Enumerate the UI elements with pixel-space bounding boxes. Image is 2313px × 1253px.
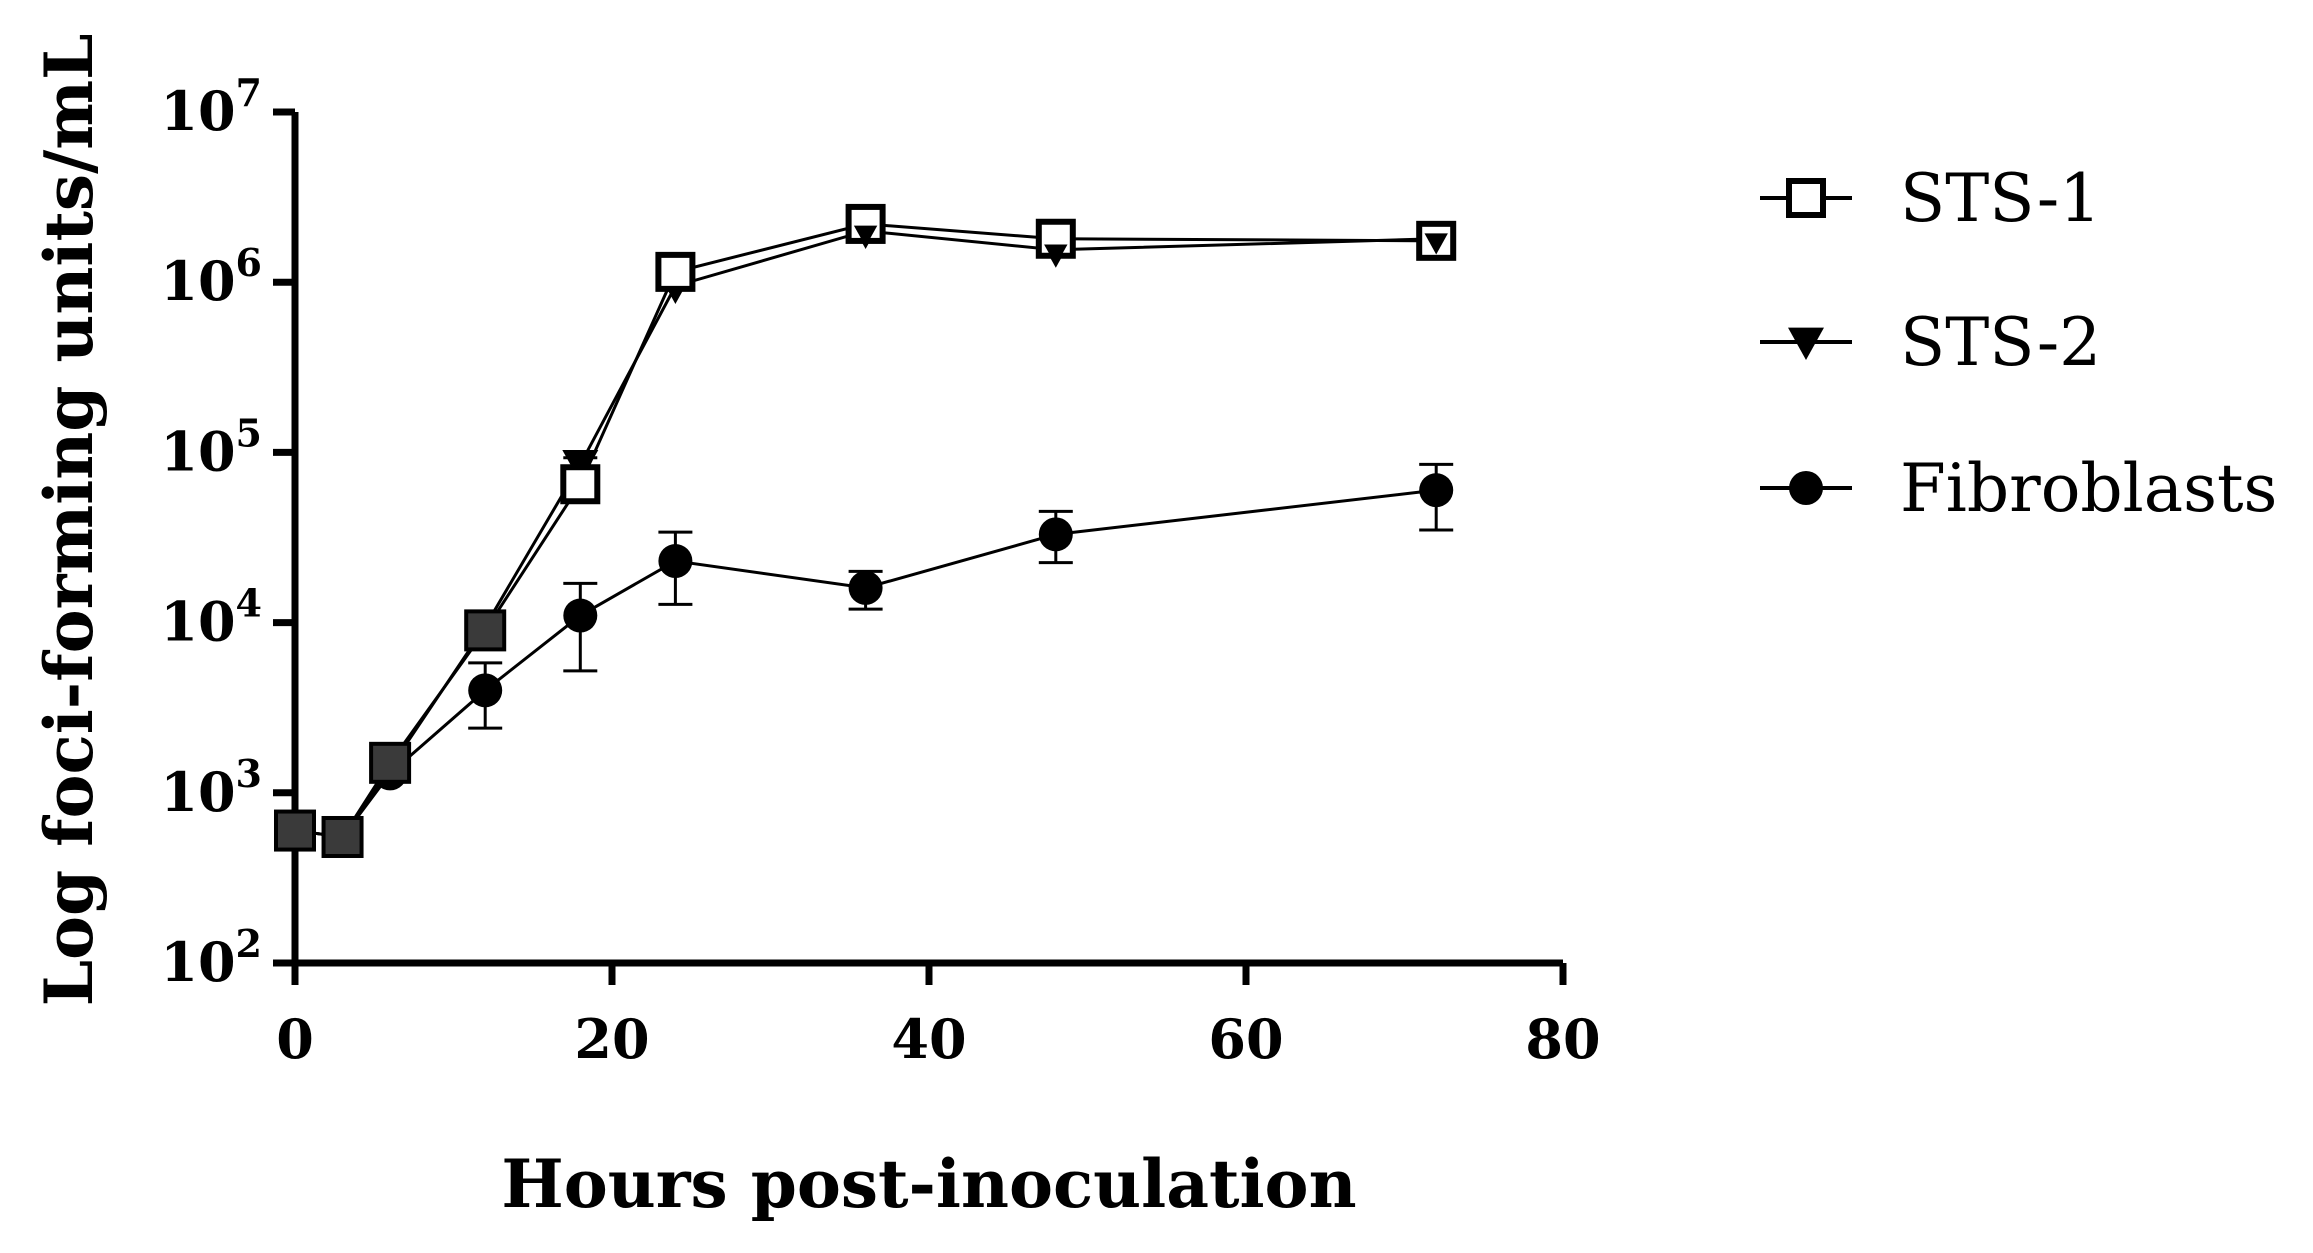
x-ticks: 0 20 40 60 80 bbox=[276, 963, 1601, 1071]
y-tick-label: 102 bbox=[160, 921, 262, 994]
y-tick-base: 10 bbox=[160, 930, 235, 994]
data-point-sts-1 bbox=[321, 815, 364, 858]
x-tick-label: 0 bbox=[276, 1007, 314, 1071]
x-axis-title: Hours post-inoculation bbox=[501, 1145, 1356, 1223]
data-point-sts-2 bbox=[1044, 244, 1068, 266]
data-point-sts-1 bbox=[274, 809, 316, 852]
data-point-sts-2 bbox=[1424, 233, 1448, 255]
data-point-sts-1 bbox=[464, 609, 507, 652]
y-tick-label: 107 bbox=[160, 70, 262, 143]
y-tick-exponent: 5 bbox=[236, 410, 262, 455]
legend-marker bbox=[1789, 471, 1823, 505]
data-point-sts-1 bbox=[560, 464, 601, 505]
data-point-fibroblasts bbox=[468, 673, 503, 708]
y-tick-exponent: 6 bbox=[236, 240, 262, 285]
y-tick-label: 103 bbox=[160, 751, 262, 824]
y-tick-base: 10 bbox=[160, 590, 235, 654]
x-tick-label: 40 bbox=[891, 1007, 966, 1071]
y-tick-exponent: 3 bbox=[236, 751, 262, 796]
data-point-fibroblasts bbox=[563, 598, 598, 633]
x-tick-label: 60 bbox=[1208, 1007, 1283, 1071]
legend: STS-1 STS-2 Fibroblasts bbox=[1760, 160, 2277, 527]
data-point-fibroblasts bbox=[1419, 473, 1454, 508]
series-lines bbox=[294, 222, 1437, 839]
data-point-fibroblasts bbox=[658, 544, 693, 579]
data-point-fibroblasts bbox=[848, 570, 883, 605]
legend-marker bbox=[1786, 178, 1826, 218]
series-line-sts-1 bbox=[294, 222, 1437, 839]
y-tick-base: 10 bbox=[160, 760, 235, 824]
y-tick-base: 10 bbox=[160, 249, 235, 313]
x-tick-label: 80 bbox=[1525, 1007, 1600, 1071]
data-point-fibroblasts bbox=[1038, 517, 1073, 552]
legend-item-fibroblasts: Fibroblasts bbox=[1760, 450, 2277, 527]
legend-label: Fibroblasts bbox=[1900, 450, 2277, 527]
legend-label: STS-1 bbox=[1900, 160, 2101, 237]
legend-item-sts-2: STS-2 bbox=[1760, 304, 2101, 381]
legend-marker bbox=[1788, 327, 1824, 360]
x-tick-label: 20 bbox=[574, 1007, 649, 1071]
y-axis-title: Log foci-forming units/mL bbox=[30, 34, 108, 1007]
y-tick-label: 105 bbox=[160, 410, 262, 483]
y-tick-base: 10 bbox=[160, 79, 235, 143]
legend-item-sts-1: STS-1 bbox=[1760, 160, 2101, 237]
legend-label: STS-2 bbox=[1900, 304, 2101, 381]
y-tick-exponent: 4 bbox=[236, 581, 262, 626]
markers bbox=[274, 203, 1457, 858]
series-line-fibroblasts bbox=[294, 488, 1437, 839]
data-point-sts-2 bbox=[853, 225, 878, 247]
data-point-sts-1 bbox=[369, 741, 412, 784]
data-point-sts-1 bbox=[655, 251, 696, 292]
series-line-sts-2 bbox=[294, 229, 1437, 839]
y-tick-base: 10 bbox=[160, 419, 235, 483]
y-tick-exponent: 2 bbox=[236, 921, 262, 966]
y-tick-exponent: 7 bbox=[236, 70, 262, 115]
y-tick-label: 104 bbox=[160, 581, 262, 654]
y-tick-label: 106 bbox=[160, 240, 262, 313]
error-bars bbox=[468, 456, 1454, 730]
